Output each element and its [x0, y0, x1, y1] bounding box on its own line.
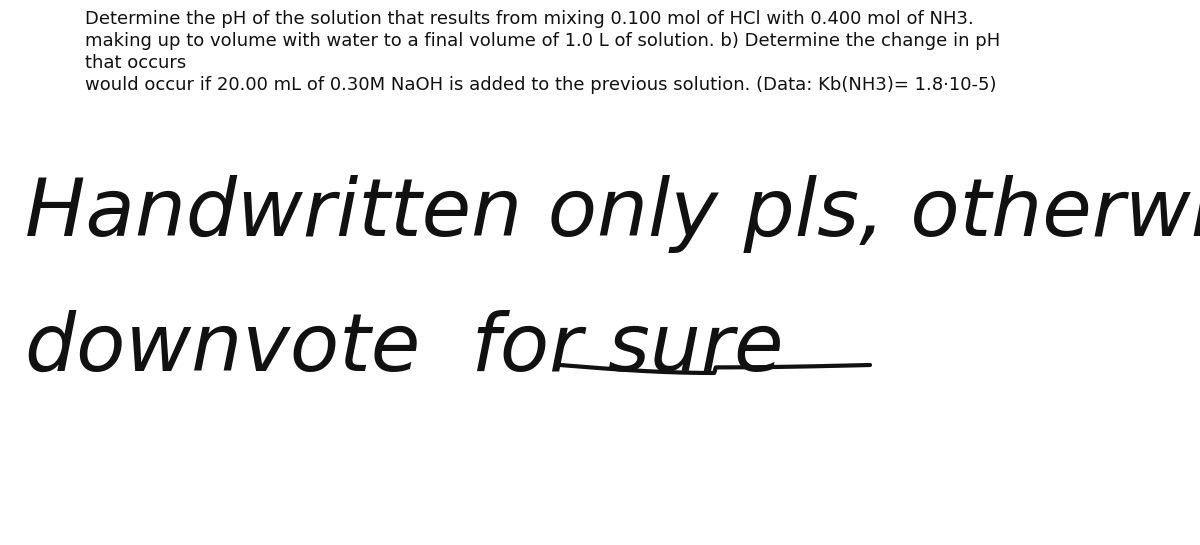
Text: would occur if 20.00 mL of 0.30M NaOH is added to the previous solution. (Data: : would occur if 20.00 mL of 0.30M NaOH is…	[85, 76, 996, 94]
Text: making up to volume with water to a final volume of 1.0 L of solution. b) Determ: making up to volume with water to a fina…	[85, 32, 1001, 50]
Text: Determine the pH of the solution that results from mixing 0.100 mol of HCl with : Determine the pH of the solution that re…	[85, 10, 973, 28]
Text: Handwritten only pls, otherwise: Handwritten only pls, otherwise	[25, 175, 1200, 253]
Text: downvote  for sure: downvote for sure	[25, 310, 784, 388]
Text: that occurs: that occurs	[85, 54, 186, 72]
